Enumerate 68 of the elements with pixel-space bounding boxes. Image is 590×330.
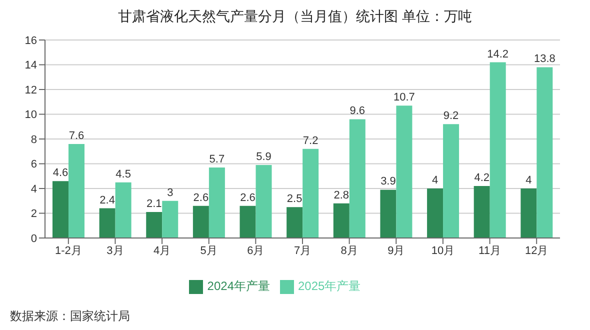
x-tick-label: 5月 xyxy=(200,244,218,257)
y-tick-label: 10 xyxy=(24,109,37,122)
y-tick-label: 16 xyxy=(24,34,37,47)
bar xyxy=(115,182,132,238)
data-label: 4.6 xyxy=(52,167,68,180)
bar xyxy=(286,207,303,238)
data-label: 3 xyxy=(167,186,174,199)
x-tick-label: 8月 xyxy=(340,244,358,257)
data-label: 4.2 xyxy=(474,172,490,184)
x-tick-label: 1-2月 xyxy=(54,244,82,257)
bar xyxy=(380,190,396,238)
bar xyxy=(68,144,84,238)
data-label: 2.1 xyxy=(146,198,162,210)
data-label: 4 xyxy=(432,174,438,186)
bar xyxy=(536,67,553,238)
bar xyxy=(443,124,460,238)
data-label: 14.2 xyxy=(487,48,509,60)
y-tick-label: 6 xyxy=(30,158,37,171)
bar xyxy=(192,206,209,238)
data-label: 5.7 xyxy=(209,153,225,166)
bar xyxy=(162,200,178,238)
bar xyxy=(396,106,412,238)
data-label: 4 xyxy=(526,174,532,186)
x-tick-label: 12月 xyxy=(524,244,548,257)
y-tick-label: 0 xyxy=(30,232,37,245)
bar xyxy=(256,164,272,238)
bar xyxy=(474,186,490,238)
bar xyxy=(302,148,319,238)
data-label: 4.5 xyxy=(116,168,131,180)
data-label: 2.5 xyxy=(286,193,302,206)
x-tick-label: 4月 xyxy=(153,244,171,257)
data-label: 10.7 xyxy=(394,92,415,104)
x-tick-label: 11月 xyxy=(478,244,501,257)
data-label: 2.6 xyxy=(240,192,256,204)
bar xyxy=(333,203,350,238)
bar xyxy=(146,212,162,238)
bar xyxy=(349,119,366,238)
x-tick-label: 6月 xyxy=(247,244,264,257)
x-tick-label: 7月 xyxy=(294,244,312,257)
data-label: 9.2 xyxy=(443,110,459,122)
data-label: 5.9 xyxy=(256,150,272,163)
data-label: 7.2 xyxy=(302,134,318,147)
y-tick-label: 2 xyxy=(30,208,37,220)
bar xyxy=(208,167,225,238)
data-label: 7.6 xyxy=(68,130,84,142)
bar xyxy=(520,188,537,238)
legend-label: 2025年产量 xyxy=(298,279,361,293)
y-tick-label: 14 xyxy=(24,60,37,72)
data-label: 2.8 xyxy=(334,189,350,202)
data-label: 13.8 xyxy=(534,53,556,66)
x-tick-label: 9月 xyxy=(388,244,405,257)
bar xyxy=(52,181,68,238)
data-label: 3.9 xyxy=(380,176,396,188)
data-label: 2.4 xyxy=(100,194,115,206)
source-note: 数据来源：国家统计局 xyxy=(10,308,130,325)
y-tick-label: 4 xyxy=(30,183,37,196)
y-tick-label: 12 xyxy=(24,84,37,96)
chart-title: 甘肃省液化天然气产量分月（当月值）统计图 单位：万吨 xyxy=(117,8,473,26)
data-label: 9.6 xyxy=(350,105,366,118)
bar xyxy=(99,208,116,238)
bar xyxy=(427,188,444,238)
data-label: 2.6 xyxy=(193,192,209,204)
bar xyxy=(240,206,256,238)
x-tick-label: 10月 xyxy=(431,244,455,257)
x-tick-label: 3月 xyxy=(106,244,124,257)
y-tick-label: 8 xyxy=(30,134,37,146)
bar xyxy=(490,62,506,238)
legend-label: 2024年产量 xyxy=(207,279,270,293)
